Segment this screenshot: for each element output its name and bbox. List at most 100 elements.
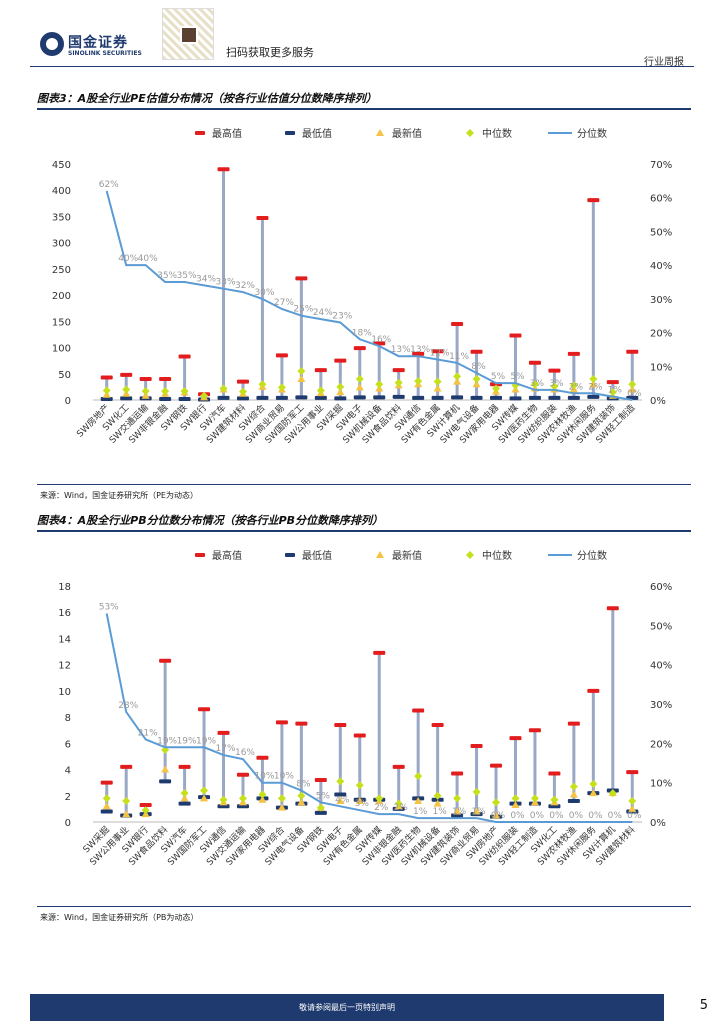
latest-marker	[180, 794, 189, 802]
right-axis-tick-label: 0%	[650, 818, 666, 829]
median-marker	[297, 367, 306, 376]
left-axis-tick-label: 0	[65, 818, 71, 829]
right-axis-tick-label: 20%	[650, 329, 672, 340]
median-marker	[180, 789, 189, 798]
percentile-data-label: 62%	[99, 180, 119, 190]
percentile-data-label: 2%	[394, 803, 409, 813]
median-marker	[355, 375, 364, 384]
percentile-data-label: 0%	[510, 811, 525, 821]
right-axis-tick-label: 40%	[650, 261, 672, 272]
max-marker	[548, 368, 561, 373]
max-marker	[198, 707, 211, 712]
percentile-data-label: 0%	[588, 811, 603, 821]
report-type: 行业周报	[644, 57, 684, 68]
median-marker	[453, 372, 462, 381]
right-axis-tick-label: 50%	[650, 621, 672, 632]
percentile-data-label: 3%	[355, 799, 370, 809]
left-axis-tick-label: 250	[52, 265, 71, 276]
max-marker	[256, 755, 269, 760]
max-marker	[334, 358, 347, 363]
max-marker	[334, 722, 347, 727]
legend-pct-label: 分位数	[577, 127, 607, 140]
min-marker	[567, 799, 580, 804]
percentile-data-label: 16%	[371, 335, 391, 345]
right-axis-tick-label: 40%	[650, 661, 672, 672]
median-marker	[530, 380, 539, 389]
min-marker	[528, 395, 541, 400]
max-marker	[275, 353, 288, 358]
percentile-data-label: 1%	[452, 807, 467, 817]
max-marker	[295, 276, 308, 281]
max-marker	[314, 778, 327, 783]
latest-marker	[200, 794, 209, 802]
max-marker	[159, 377, 172, 382]
percentile-data-label: 13%	[391, 345, 411, 355]
median-marker	[355, 781, 364, 790]
median-marker	[628, 380, 637, 389]
left-axis-tick-label: 50	[58, 370, 71, 381]
min-marker	[159, 779, 172, 784]
max-marker	[159, 658, 172, 663]
median-marker	[336, 382, 345, 391]
left-axis-tick-label: 14	[58, 634, 71, 645]
max-marker	[256, 216, 269, 221]
percentile-data-label: 5%	[316, 791, 331, 801]
percentile-data-label: 0%	[549, 811, 564, 821]
percentile-data-label: 0%	[608, 811, 623, 821]
percentile-data-label: 13%	[410, 345, 430, 355]
latest-marker	[355, 383, 364, 391]
median-marker	[433, 377, 442, 386]
percentile-data-label: 40%	[138, 254, 158, 264]
max-marker	[412, 708, 425, 713]
page-number: 5	[699, 998, 708, 1013]
max-marker	[567, 351, 580, 356]
legend-latest-label: 最新值	[392, 549, 422, 562]
median-marker	[453, 794, 462, 803]
percentile-data-label: 19%	[196, 736, 216, 746]
latest-marker	[414, 797, 423, 805]
max-marker	[236, 772, 249, 777]
median-marker	[297, 791, 306, 800]
percentile-data-label: 34%	[196, 274, 216, 284]
percentile-line	[105, 613, 633, 823]
max-marker	[100, 780, 113, 785]
min-marker	[392, 394, 405, 399]
legend-max-label: 最高值	[212, 549, 242, 562]
max-marker	[178, 764, 191, 769]
max-marker	[587, 688, 600, 693]
max-marker	[606, 380, 619, 385]
percentile-data-label: 21%	[138, 728, 158, 738]
min-marker	[275, 395, 288, 400]
left-axis-tick-label: 18	[58, 582, 71, 593]
max-marker	[470, 349, 483, 354]
max-marker	[626, 770, 639, 775]
min-marker	[236, 396, 249, 401]
qr-code-icon[interactable]	[162, 8, 214, 60]
median-marker	[472, 375, 481, 384]
min-marker	[567, 395, 580, 400]
left-axis-tick-label: 12	[58, 661, 71, 672]
latest-marker	[453, 377, 462, 385]
legend-pct-label: 分位数	[577, 549, 607, 562]
max-marker	[490, 763, 503, 768]
max-marker	[236, 379, 249, 384]
max-marker	[100, 375, 113, 380]
legend-min-marker	[285, 553, 295, 557]
median-marker	[394, 378, 403, 387]
percentile-data-label: 33%	[216, 278, 236, 288]
min-marker	[412, 395, 425, 400]
left-axis-tick-label: 8	[65, 713, 71, 724]
max-marker	[431, 349, 444, 354]
figure3-source: 来源：Wind，国金证券研究所（PE为动态）	[40, 491, 198, 500]
latest-marker	[336, 388, 345, 396]
percentile-data-label: 19%	[157, 736, 177, 746]
percentile-data-label: 0%	[530, 811, 545, 821]
median-marker	[180, 387, 189, 396]
right-axis-tick-label: 70%	[650, 160, 672, 171]
min-marker	[217, 395, 230, 400]
legend-max-marker	[195, 131, 205, 135]
right-axis-tick-label: 30%	[650, 700, 672, 711]
median-marker	[375, 380, 384, 389]
min-marker	[431, 395, 444, 400]
max-marker	[451, 771, 464, 776]
